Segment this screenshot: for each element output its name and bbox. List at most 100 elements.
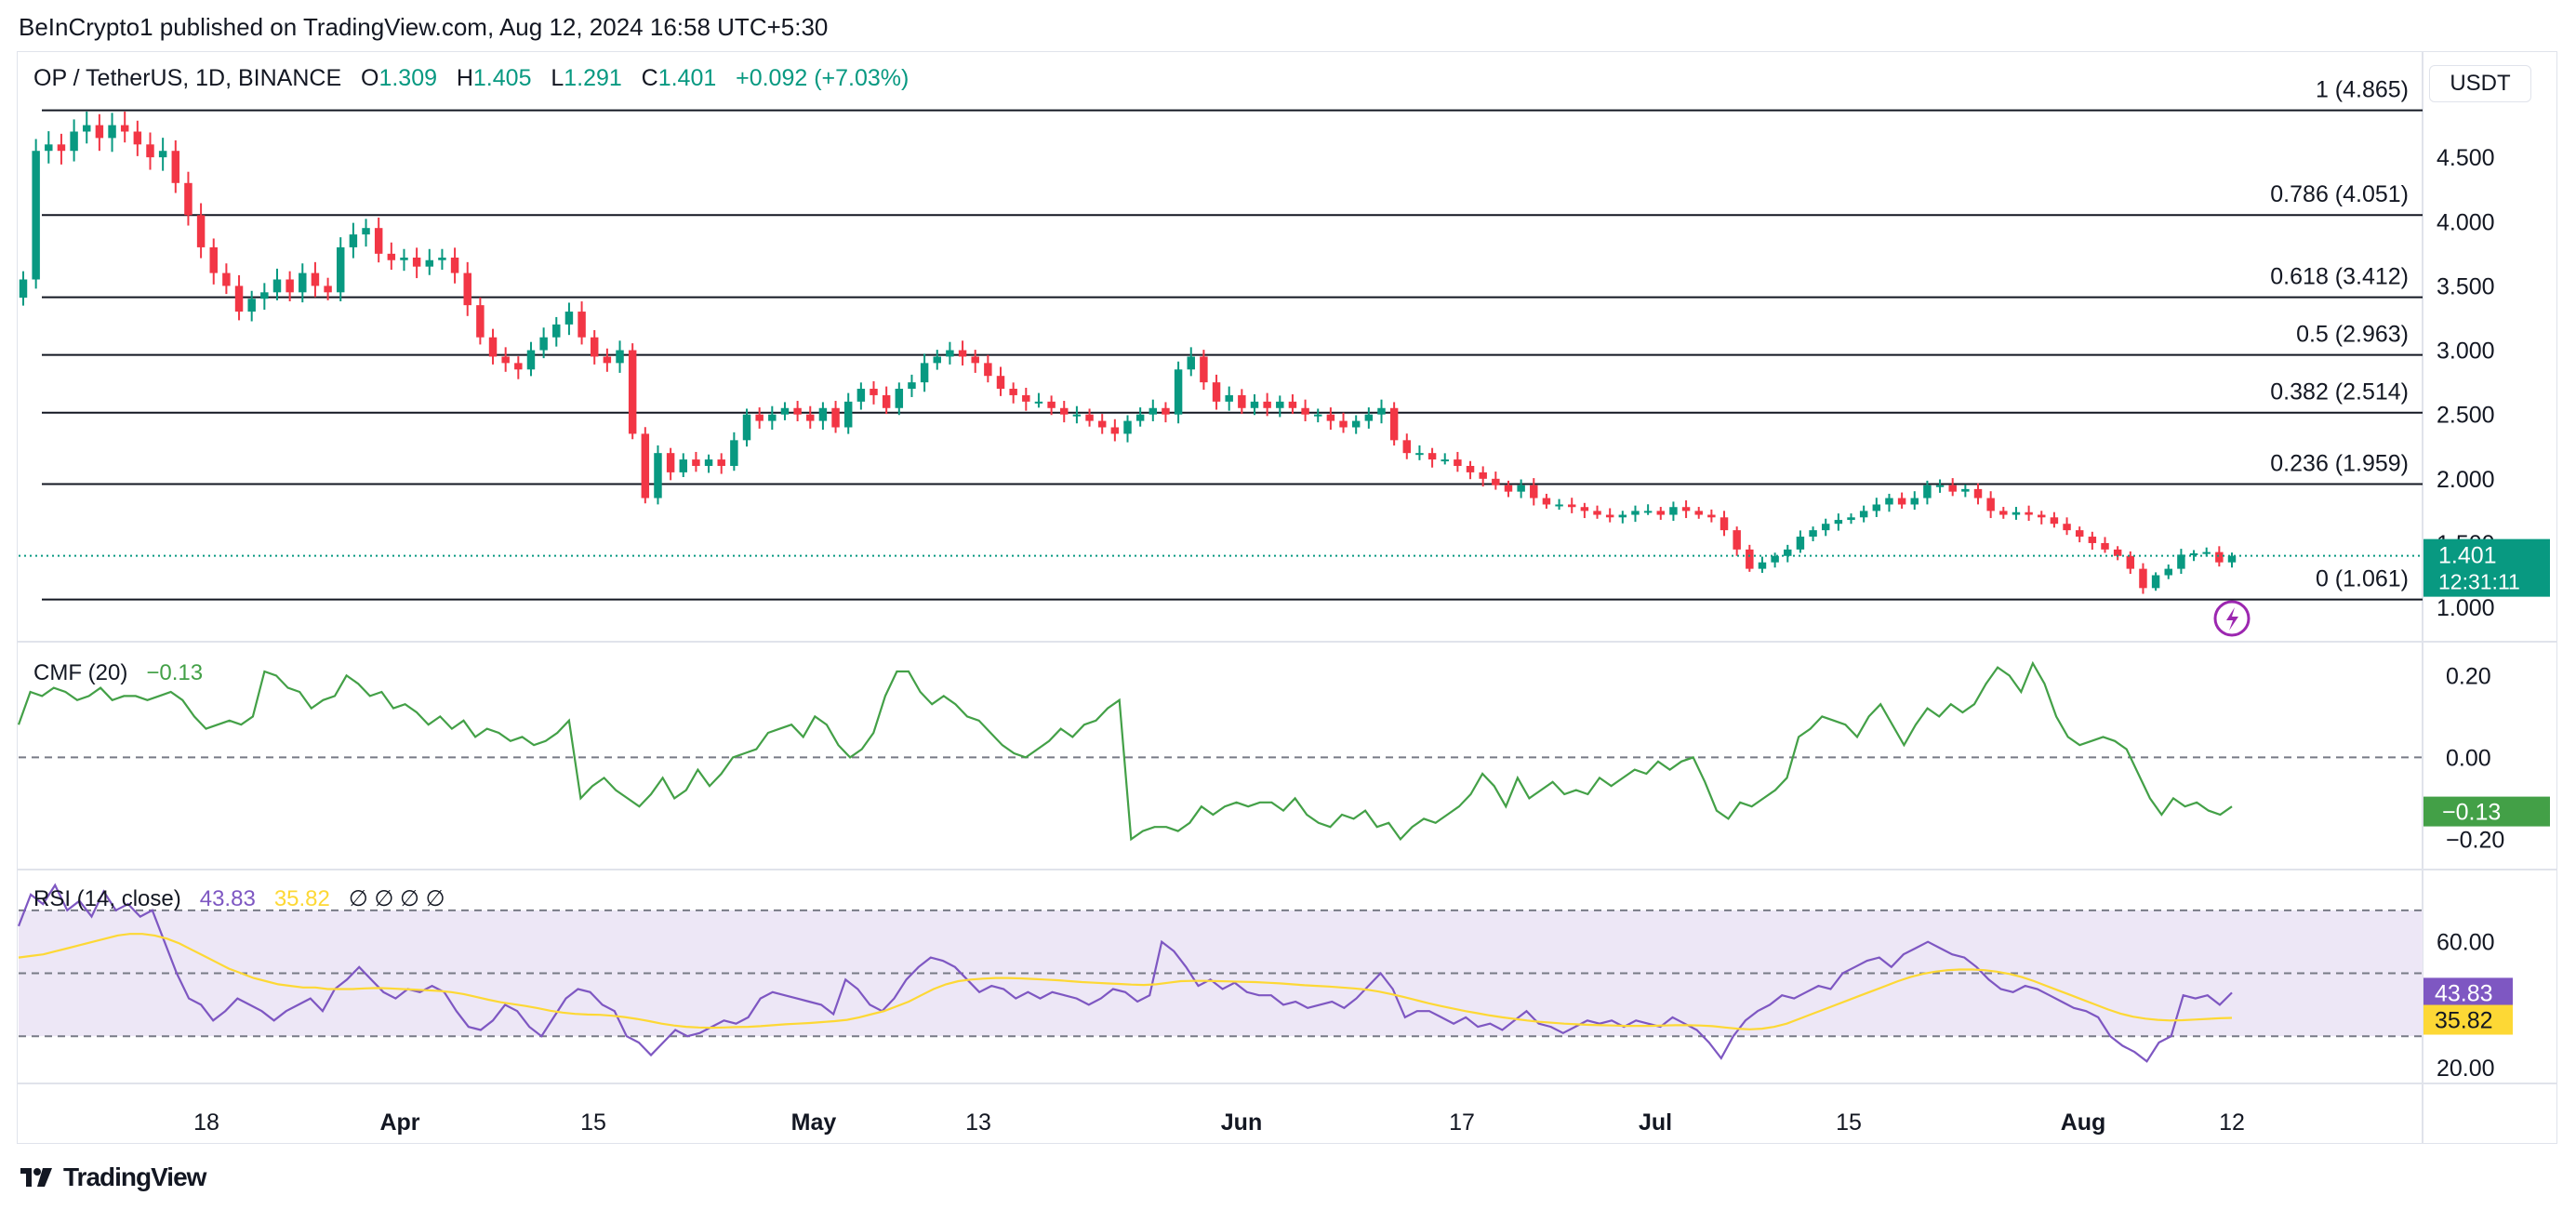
candle-body — [933, 356, 941, 364]
candles-layer — [19, 111, 2423, 637]
candle-body — [234, 286, 244, 312]
candle-body — [730, 440, 738, 466]
x-axis-layer: 18 Apr 15 May 13 Jun 17 Jul 15 Aug 12 — [193, 1109, 2245, 1136]
candle-body — [1618, 514, 1627, 518]
fib-level-label: 0.5 (2.963) — [2296, 322, 2409, 348]
tradingview-wordmark: TradingView — [63, 1162, 206, 1191]
chart-frame[interactable] — [17, 51, 2557, 1144]
candle-body — [1326, 414, 1335, 421]
cmf-layer — [17, 660, 2423, 842]
cmf-axis-label: 0.00 — [2446, 745, 2491, 771]
candle-body — [946, 350, 954, 357]
candle-body — [1923, 485, 1932, 498]
price-axis-label: 4.500 — [2437, 145, 2495, 171]
candle-body — [628, 350, 637, 434]
candle-body — [2126, 555, 2135, 569]
candle-body — [590, 337, 599, 357]
cmf-axis-label: 0.20 — [2446, 663, 2491, 689]
candle-body — [2151, 575, 2160, 589]
candle-body — [564, 312, 574, 325]
candle-body — [1009, 389, 1017, 395]
fib-level-label: 1 (4.865) — [2316, 77, 2409, 103]
price-axis-label: 4.000 — [2437, 209, 2495, 235]
x-axis-label: Jun — [1221, 1109, 1262, 1136]
candle-body — [1225, 394, 1233, 402]
candle-body — [2063, 524, 2071, 531]
candle-body — [1555, 504, 1563, 507]
candle-body — [908, 382, 916, 390]
candle-body — [1821, 524, 1830, 531]
candle-body — [1580, 507, 1589, 512]
candle-body — [2164, 568, 2172, 576]
candle-body — [958, 350, 967, 357]
candle-body — [539, 337, 548, 351]
lightning-icon — [2213, 600, 2251, 637]
candle-body — [552, 324, 561, 338]
candle-body — [1796, 537, 1805, 550]
change-value: +0.092 (+7.03%) — [736, 65, 910, 91]
candle-body — [1351, 420, 1361, 428]
candle-body — [1948, 485, 1957, 492]
candle-body — [1758, 562, 1767, 569]
candle-body — [2101, 542, 2109, 550]
rsi-value: 43.83 — [199, 886, 256, 911]
x-axis-label: 15 — [580, 1109, 606, 1136]
candle-body — [818, 407, 828, 421]
candle-body — [1859, 511, 1868, 518]
cmf-value: −0.13 — [146, 660, 204, 685]
low-label: L — [551, 65, 564, 91]
candle-body — [1517, 485, 1525, 492]
rsi-ma-value: 35.82 — [273, 886, 330, 911]
candle-body — [870, 389, 878, 395]
candle-body — [1656, 511, 1666, 515]
candle-body — [1238, 394, 1246, 408]
candle-body — [1389, 407, 1399, 441]
candle-body — [260, 292, 269, 299]
candle-body — [1441, 459, 1449, 462]
candle-body — [1200, 356, 1208, 383]
x-axis-label: May — [791, 1109, 837, 1136]
candle-body — [882, 394, 891, 408]
grid-layer — [17, 51, 2557, 1144]
candle-body — [1402, 440, 1412, 454]
candle-body — [1314, 414, 1322, 417]
candle-body — [1504, 485, 1513, 492]
candle-body — [1973, 488, 1983, 498]
candle-body — [70, 131, 78, 152]
last-price-badge — [2423, 538, 2550, 597]
candle-body — [2050, 517, 2059, 525]
footer-brand[interactable]: TradingView — [19, 1162, 206, 1192]
x-axis-label: Aug — [2061, 1109, 2106, 1136]
candle-body — [95, 125, 104, 139]
candle-body — [1961, 488, 1970, 492]
price-countdown: 12:31:11 — [2438, 570, 2520, 594]
candle-body — [337, 246, 345, 293]
candle-body — [1022, 394, 1030, 402]
candle-body — [285, 279, 294, 293]
candle-body — [692, 459, 700, 466]
candle-body — [755, 414, 764, 421]
rsi-legend[interactable]: RSI (14, close) 43.83 35.82 ∅ ∅ ∅ ∅ — [33, 885, 445, 912]
candle-body — [831, 407, 840, 428]
candle-body — [1415, 453, 1424, 456]
candle-body — [1669, 507, 1678, 515]
candle-body — [1542, 498, 1551, 505]
axes-layer: 4.5004.0003.5003.0002.5002.0001.5001.000… — [2423, 145, 2550, 1082]
candle-body — [1910, 498, 1919, 505]
candle-body — [514, 363, 523, 370]
candle-body — [1123, 420, 1132, 434]
candle-body — [1263, 401, 1271, 408]
candle-body — [920, 363, 929, 383]
open-label: O — [360, 65, 379, 91]
rsi-layer — [17, 883, 2423, 1063]
candle-body — [45, 144, 53, 152]
candle-body — [2113, 549, 2122, 556]
candle-body — [1047, 401, 1056, 408]
currency-button[interactable]: USDT — [2429, 65, 2531, 102]
cmf-legend[interactable]: CMF (20) −0.13 — [33, 660, 203, 686]
candle-body — [184, 182, 193, 216]
candle-body — [1174, 369, 1183, 415]
x-axis-label: 15 — [1836, 1109, 1862, 1136]
last-price-value: 1.401 — [2438, 543, 2497, 569]
